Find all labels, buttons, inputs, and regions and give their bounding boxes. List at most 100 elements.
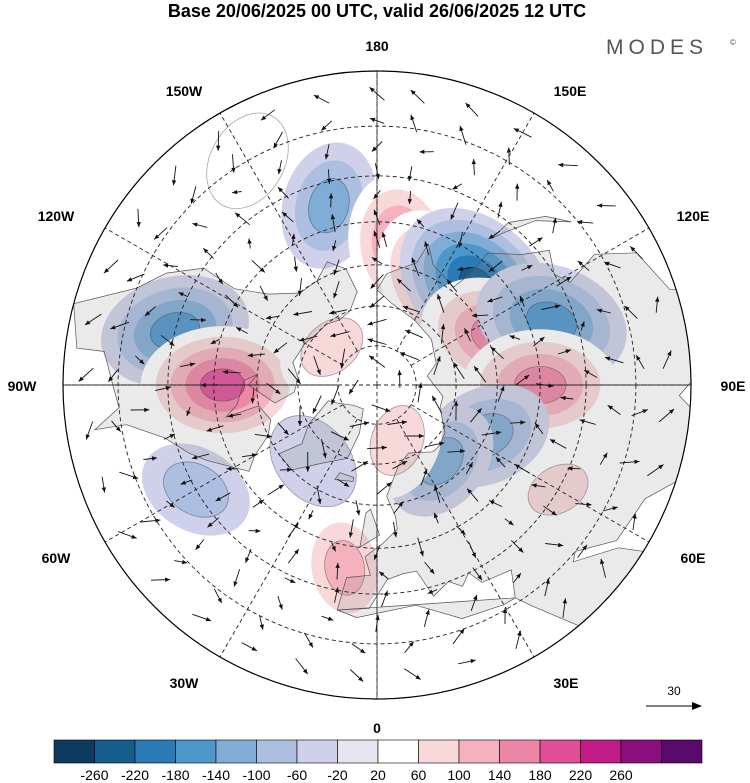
wind-vectors <box>78 86 675 682</box>
wind-vector <box>453 362 465 380</box>
wind-vector <box>248 528 261 534</box>
wind-vector <box>452 183 463 190</box>
wind-vector <box>515 630 522 649</box>
wind-vector <box>631 409 648 417</box>
anomaly-center <box>297 504 392 632</box>
wind-vector <box>419 149 434 154</box>
wind-vector <box>424 561 435 575</box>
wind-vector <box>190 317 207 323</box>
wind-vector <box>602 506 618 512</box>
wind-vector <box>635 354 645 370</box>
coastline <box>491 216 572 239</box>
colorbar: -260 -220 -180 -140 -100 -60 -20 20 60 100 140 180 2… <box>53 739 703 783</box>
wind-vector <box>515 374 530 386</box>
wind-vector <box>458 231 463 248</box>
wind-vector <box>552 217 557 234</box>
wind-vector <box>459 125 467 145</box>
wind-vector <box>150 577 171 582</box>
wind-vector <box>303 632 314 648</box>
wind-vector <box>202 247 215 259</box>
wind-vector <box>192 613 212 622</box>
colorbar-swatch <box>620 739 662 764</box>
wind-vector <box>293 311 312 316</box>
wind-vector <box>488 260 503 273</box>
wind-vector <box>225 294 239 308</box>
wind-vector <box>440 323 446 344</box>
polar-map <box>62 70 692 700</box>
wind-vector <box>497 385 505 402</box>
wind-vector <box>402 305 419 313</box>
wind-vector <box>599 452 608 465</box>
wind-vector <box>434 484 441 503</box>
lon-label-0: 0 <box>373 720 381 736</box>
wind-vector <box>117 531 137 539</box>
wind-vector <box>273 342 288 354</box>
wind-vector <box>340 348 346 369</box>
wind-vector <box>541 304 561 310</box>
wind-vector <box>348 519 354 538</box>
wind-vector <box>647 464 664 477</box>
anomaly-contour <box>269 415 357 508</box>
wind-vector <box>200 382 218 388</box>
wind-vector <box>153 227 168 240</box>
wind-vector <box>260 109 276 121</box>
lon-label-150w: 150W <box>166 83 203 99</box>
colorbar-swatch <box>418 739 460 764</box>
wind-vector <box>85 421 94 440</box>
wind-vector <box>143 456 158 461</box>
wind-vector <box>368 355 386 368</box>
wind-vector <box>333 259 340 276</box>
wind-vector <box>186 406 191 417</box>
colorbar-swatch <box>458 739 500 764</box>
wind-vector <box>330 331 350 338</box>
wind-vector <box>277 160 282 175</box>
wind-vector <box>373 190 381 200</box>
colorbar-label: 260 <box>609 767 633 783</box>
wind-vector <box>470 408 482 423</box>
wind-vector <box>110 321 130 330</box>
wind-vector <box>371 257 383 265</box>
wind-vector <box>222 369 241 375</box>
colorbar-label: 220 <box>569 767 593 783</box>
colorbar-swatch <box>134 739 176 764</box>
colorbar-label: -60 <box>287 767 307 783</box>
wind-vector <box>160 334 175 347</box>
wind-vector <box>473 365 487 383</box>
wind-vector <box>273 131 283 149</box>
wind-vector <box>135 355 145 365</box>
coastline <box>336 243 691 647</box>
wind-vector <box>265 315 280 320</box>
wind-vector <box>393 501 404 514</box>
colorbar-label: -220 <box>121 767 149 783</box>
wind-vector <box>195 539 205 550</box>
wind-vector <box>424 241 430 256</box>
wind-vector <box>259 285 269 302</box>
wind-vector <box>313 356 321 376</box>
wind-vector <box>252 499 265 508</box>
wind-vector <box>510 420 526 425</box>
wind-vector <box>78 367 94 382</box>
wind-vector <box>502 608 508 625</box>
wind-vector <box>557 349 572 355</box>
wind-vector <box>140 518 161 523</box>
wind-vector <box>215 272 224 285</box>
wind-vector <box>488 500 503 508</box>
wind-vector <box>103 259 119 274</box>
wind-vector <box>328 193 334 208</box>
meridian-line <box>396 112 535 352</box>
wind-vector <box>509 335 521 340</box>
wind-vector <box>521 264 533 271</box>
wind-vector <box>371 141 383 152</box>
lon-label-60e: 60E <box>681 550 706 566</box>
brand-copyright-mark: © <box>730 38 736 47</box>
wind-vector <box>351 643 366 654</box>
colorbar-label: 100 <box>447 767 471 783</box>
reference-vector-head <box>692 702 702 710</box>
wind-vector <box>190 186 197 204</box>
wind-vector <box>241 453 258 458</box>
wind-vector <box>404 641 415 654</box>
wind-vector <box>277 595 283 610</box>
colorbar-label: -100 <box>242 767 270 783</box>
wind-vector <box>577 260 590 272</box>
wind-vector <box>655 296 660 313</box>
